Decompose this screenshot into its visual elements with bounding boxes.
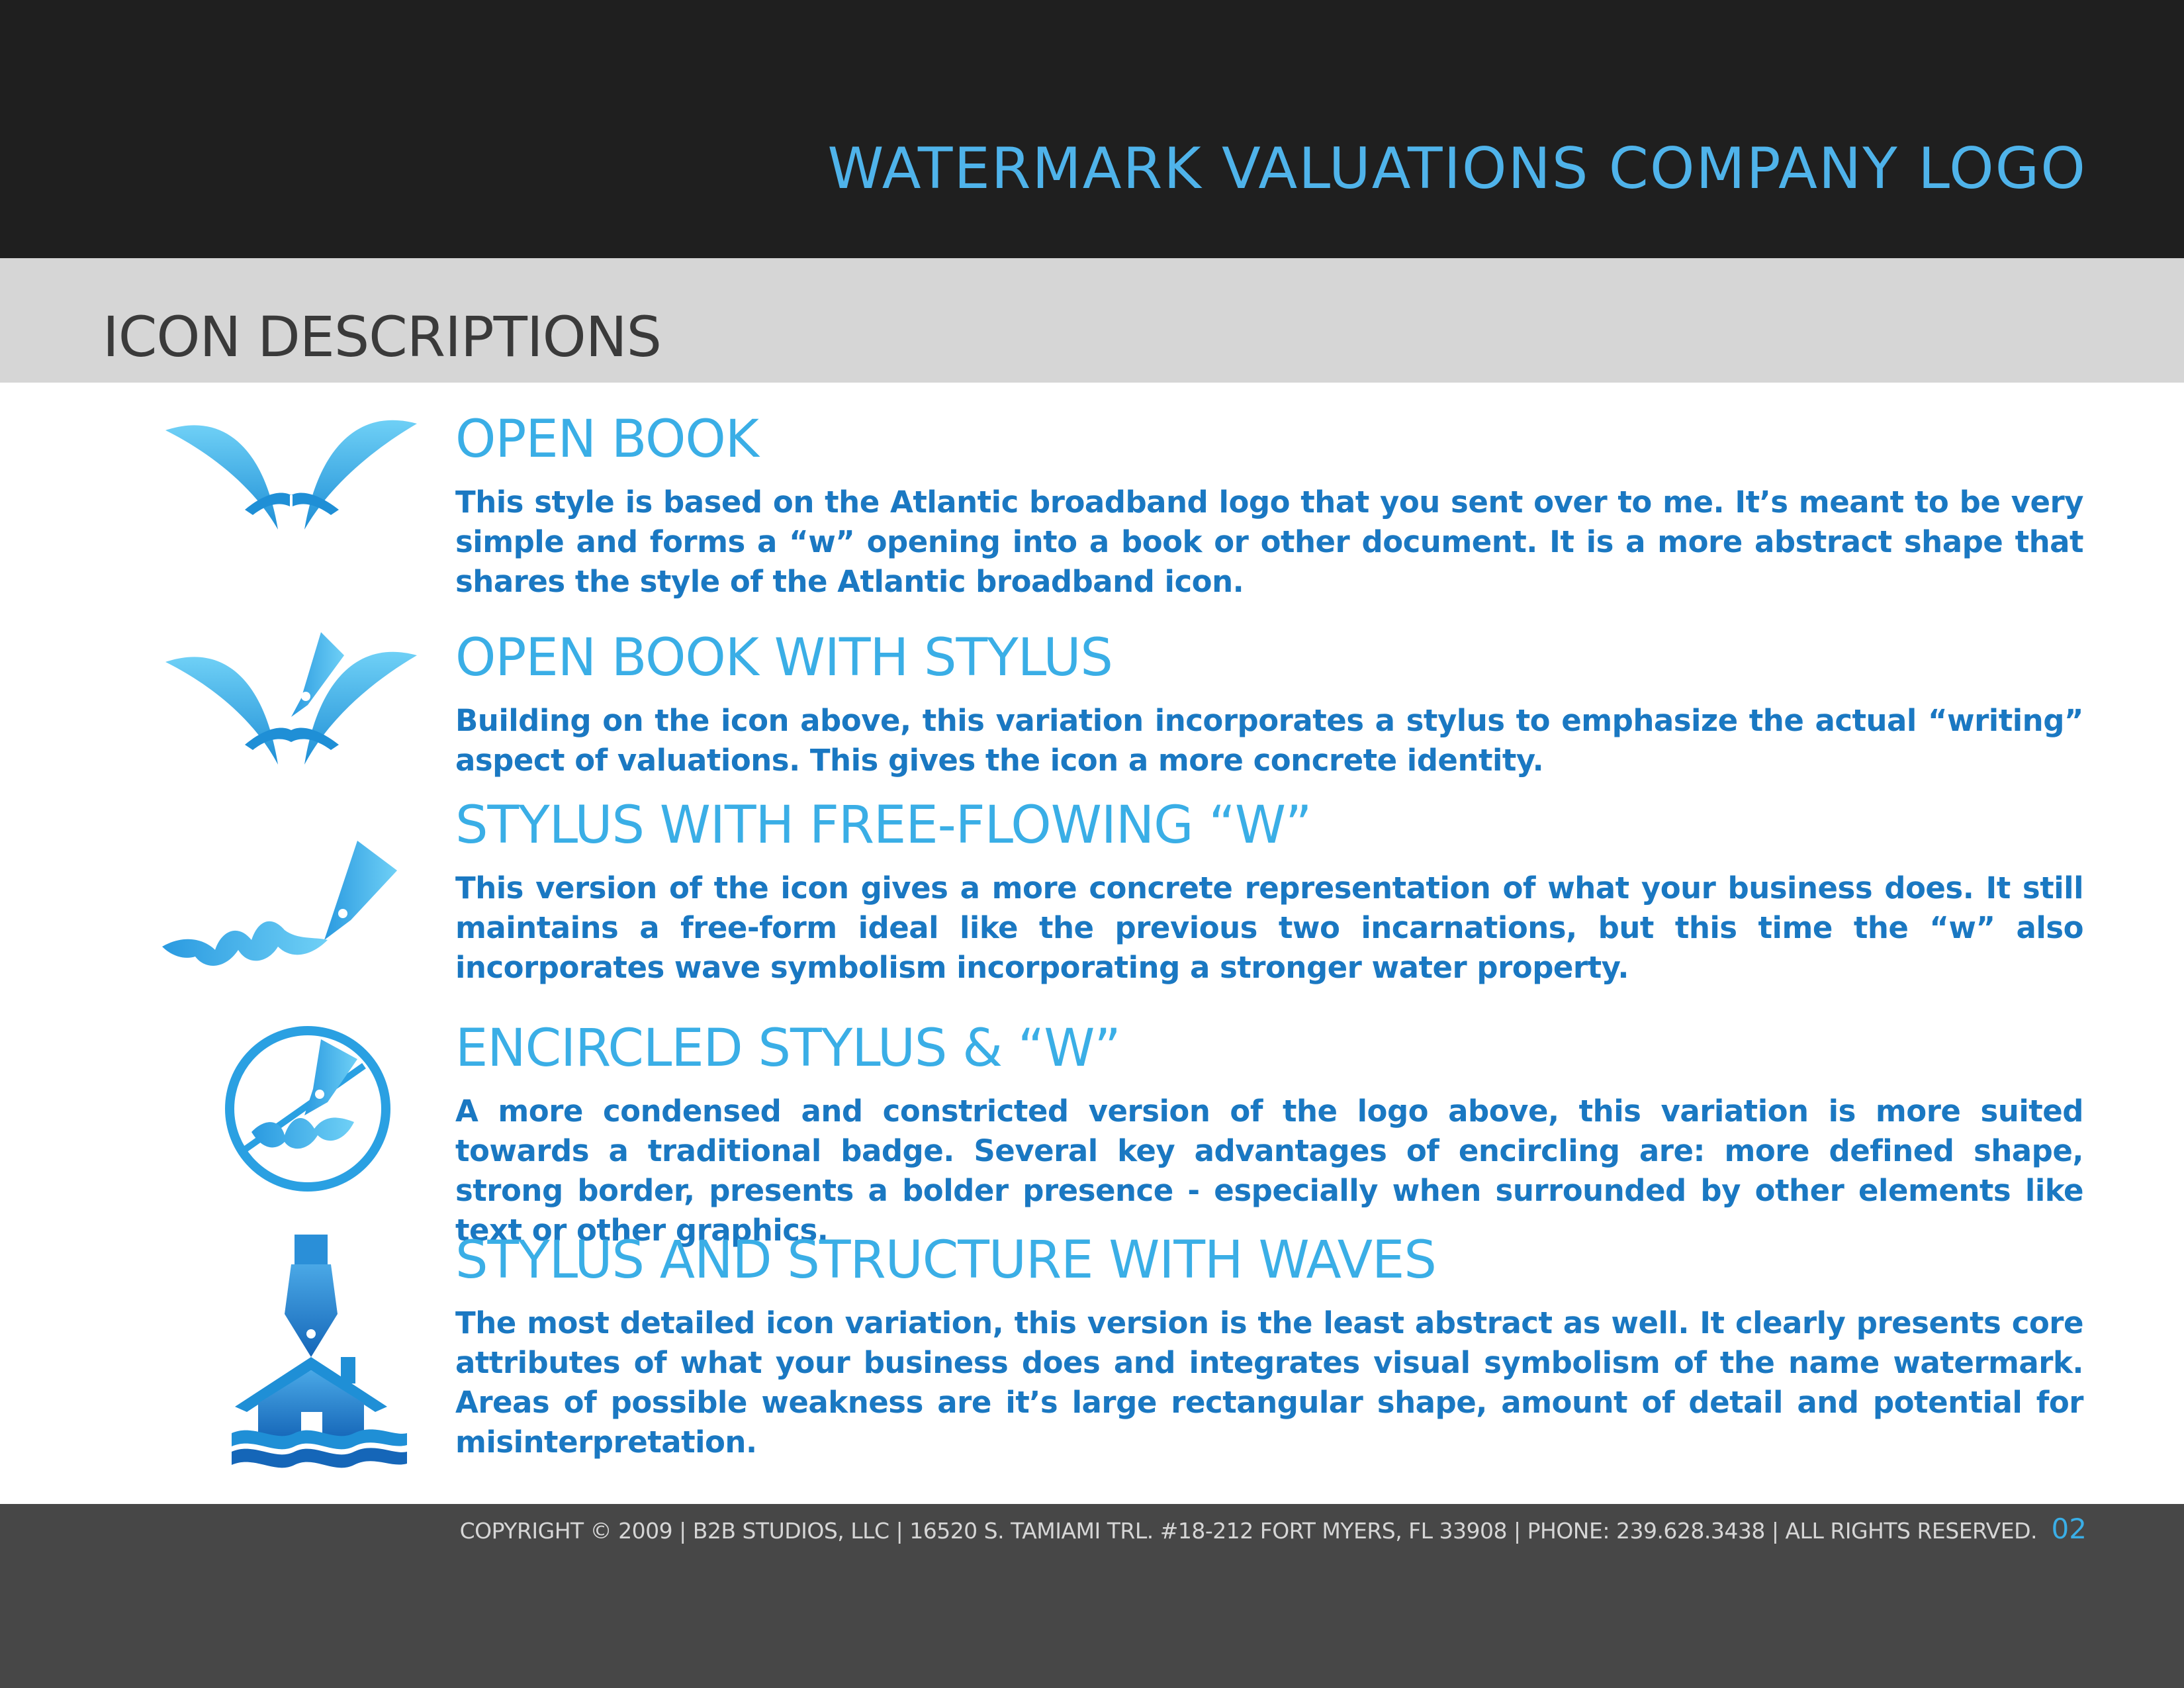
entry-stylus-structure-waves: STYLUS AND STRUCTURE WITH WAVES The most… <box>455 1231 2084 1462</box>
document-title: WATERMARK VALUATIONS COMPANY LOGO <box>827 136 2087 202</box>
entry-title: ENCIRCLED STYLUS & “W” <box>455 1019 1121 1078</box>
page-number: 02 <box>2051 1513 2087 1545</box>
entry-open-book: OPEN BOOK This style is based on the Atl… <box>455 410 2084 602</box>
footer-bar <box>0 1504 2184 1688</box>
footer-copyright: COPYRIGHT © 2009 | B2B STUDIOS, LLC | 16… <box>459 1518 2038 1544</box>
stylus-wave-w-icon <box>162 841 397 966</box>
entry-stylus-free-flowing-w: STYLUS WITH FREE-FLOWING “W” This versio… <box>455 796 2084 988</box>
entry-description: A more condensed and constricted version… <box>455 1094 2084 1248</box>
open-book-stylus-icon <box>165 632 417 765</box>
entry-title: OPEN BOOK <box>455 410 759 469</box>
entry-title: OPEN BOOK WITH STYLUS <box>455 628 1113 688</box>
entry-title: STYLUS WITH FREE-FLOWING “W” <box>455 796 1312 855</box>
section-band <box>0 258 2184 383</box>
top-bar <box>0 0 2184 258</box>
entry-description: The most detailed icon variation, this v… <box>455 1305 2084 1460</box>
open-book-icon <box>165 420 417 530</box>
section-title: ICON DESCRIPTIONS <box>103 305 662 369</box>
entry-description: Building on the icon above, this variati… <box>455 703 2084 778</box>
stylus-house-waves-icon <box>232 1235 407 1468</box>
entry-title: STYLUS AND STRUCTURE WITH WAVES <box>455 1231 1437 1290</box>
entry-description: This style is based on the Atlantic broa… <box>455 485 2084 599</box>
entry-open-book-with-stylus: OPEN BOOK WITH STYLUS Building on the ic… <box>455 628 2084 780</box>
encircled-stylus-icon <box>225 1026 390 1192</box>
entry-description: This version of the icon gives a more co… <box>455 870 2084 985</box>
entry-encircled-stylus-w: ENCIRCLED STYLUS & “W” A more condensed … <box>455 1019 2084 1250</box>
